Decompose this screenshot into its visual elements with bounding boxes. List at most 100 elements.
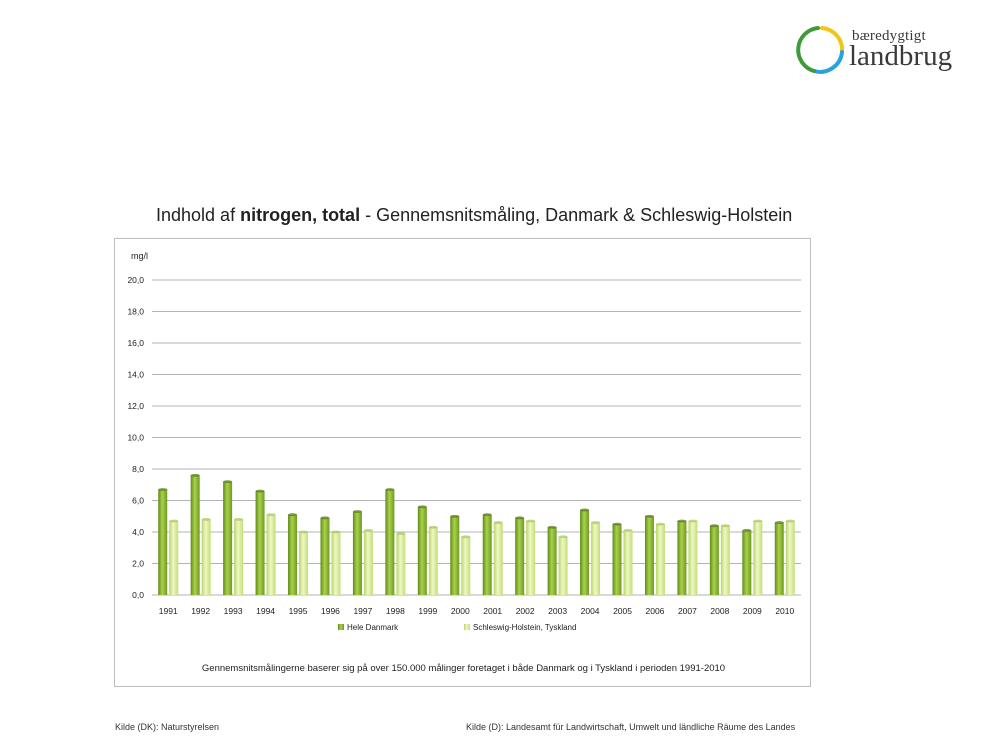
bar-top xyxy=(482,513,492,517)
bar-top xyxy=(288,513,298,517)
x-tick-label: 2006 xyxy=(646,606,665,616)
bar-hele-danmark xyxy=(352,511,362,595)
x-tick-label: 2008 xyxy=(710,606,729,616)
bar-hele-danmark xyxy=(515,517,525,595)
bar-schleswig-holstein xyxy=(655,524,665,595)
bar-chart: mg/l 0,0 2,0 4,0 6,0 8,0 10,0 12,0 14,0 16,0 18,0… xyxy=(127,251,801,632)
bar-top xyxy=(688,519,698,523)
bar-hele-danmark xyxy=(385,489,395,595)
bar-top xyxy=(266,513,276,517)
logo-text-small: bæredygtigt xyxy=(852,28,926,44)
logo-ring-icon xyxy=(796,26,845,74)
source-de: Kilde (D): Landesamt für Landwirtschaft,… xyxy=(466,722,796,732)
bar-hele-danmark xyxy=(612,524,622,595)
bar-hele-danmark xyxy=(417,506,427,595)
bar-hele-danmark xyxy=(158,489,168,595)
bar-top xyxy=(493,521,503,524)
bar-hele-danmark xyxy=(677,520,687,595)
bar-hele-danmark xyxy=(580,509,590,595)
bar-top xyxy=(428,525,438,529)
bar-top xyxy=(774,521,784,524)
bar-top xyxy=(623,529,633,532)
x-tick-label: 1996 xyxy=(321,606,340,616)
x-tick-label: 1995 xyxy=(289,606,308,616)
x-tick-label: 2004 xyxy=(581,606,600,616)
x-tick-label: 1993 xyxy=(224,606,243,616)
bar-top xyxy=(299,530,309,534)
chart-frame: mg/l 0,0 2,0 4,0 6,0 8,0 10,0 12,0 14,0 16,0 18,0… xyxy=(114,238,811,687)
bar-schleswig-holstein xyxy=(169,520,179,595)
y-tick-label: 4,0 xyxy=(132,527,144,537)
bar-hele-danmark xyxy=(482,514,492,595)
y-tick-label: 8,0 xyxy=(132,464,144,474)
bar-top xyxy=(190,473,200,477)
y-tick-label: 16,0 xyxy=(127,338,144,348)
bar-top xyxy=(158,488,168,491)
bar-top xyxy=(169,519,179,523)
bar-top xyxy=(580,508,590,512)
bar-schleswig-holstein xyxy=(785,520,795,595)
bar-schleswig-holstein xyxy=(493,522,503,595)
y-axis-label: mg/l xyxy=(131,251,148,261)
legend-label-schleswig-holstein: Schleswig-Holstein, Tyskland xyxy=(473,623,576,632)
bar-schleswig-holstein xyxy=(526,520,536,595)
bar-hele-danmark xyxy=(223,481,233,595)
bar-top xyxy=(201,518,211,521)
bar-hele-danmark xyxy=(450,516,460,595)
y-tick-label: 18,0 xyxy=(127,307,144,317)
bar-schleswig-holstein xyxy=(623,530,633,595)
bar-top xyxy=(547,525,557,529)
bar-top xyxy=(785,519,795,523)
y-tick-label: 10,0 xyxy=(127,433,144,443)
chart-footnote: Gennemsnitsmålingerne baserer sig på ove… xyxy=(201,663,726,674)
y-tick-label: 12,0 xyxy=(127,401,144,411)
chart-title-bold: nitrogen, total xyxy=(240,205,361,225)
x-tick-label: 2005 xyxy=(613,606,632,616)
x-tick-label: 2002 xyxy=(516,606,535,616)
bar-top xyxy=(385,488,395,491)
y-tick-label: 6,0 xyxy=(132,496,144,506)
logo: bæredygtigt landbrug xyxy=(792,20,962,80)
x-tick-label: 2009 xyxy=(743,606,762,616)
bar-top xyxy=(558,535,568,539)
logo-text-large: landbrug xyxy=(849,40,953,72)
bar-schleswig-holstein xyxy=(688,520,698,595)
legend-label-hele-danmark: Hele Danmark xyxy=(347,623,399,632)
y-tick-label: 2,0 xyxy=(132,559,144,569)
bar-schleswig-holstein xyxy=(266,514,276,595)
bar-top xyxy=(612,522,622,526)
chart-title-part1: Indhold af xyxy=(156,205,241,225)
bar-top xyxy=(331,530,341,534)
bar-top xyxy=(526,519,536,523)
bar-schleswig-holstein xyxy=(753,520,763,595)
bar-schleswig-holstein xyxy=(234,519,244,595)
bar-hele-danmark xyxy=(255,491,265,595)
x-tick-label: 2001 xyxy=(483,606,502,616)
x-tick-label: 1991 xyxy=(159,606,178,616)
legend-swatch-schleswig-holstein xyxy=(464,624,470,630)
bar-top xyxy=(720,524,730,528)
x-tick-label: 2010 xyxy=(775,606,794,616)
bar-top xyxy=(417,505,427,509)
bar-schleswig-holstein xyxy=(363,530,373,595)
x-tick-label: 1992 xyxy=(191,606,210,616)
x-tick-label: 2000 xyxy=(451,606,470,616)
source-dk: Kilde (DK): Naturstyrelsen xyxy=(115,722,220,732)
bar-hele-danmark xyxy=(709,525,719,595)
legend-swatch-hele-danmark xyxy=(338,624,344,630)
bar-top xyxy=(396,532,406,535)
x-tick-label: 1994 xyxy=(256,606,275,616)
y-tick-label: 14,0 xyxy=(127,370,144,380)
bar-hele-danmark xyxy=(742,530,752,595)
bar-schleswig-holstein xyxy=(428,527,438,595)
bar-top xyxy=(461,535,471,539)
bar-top xyxy=(320,516,330,520)
bar-hele-danmark xyxy=(320,517,330,595)
bar-top xyxy=(753,519,763,523)
x-tick-label: 1998 xyxy=(386,606,405,616)
bar-schleswig-holstein xyxy=(396,533,406,595)
bar-hele-danmark xyxy=(547,527,557,595)
bar-hele-danmark xyxy=(644,516,654,595)
bar-top xyxy=(709,524,719,528)
bar-top xyxy=(515,516,525,520)
